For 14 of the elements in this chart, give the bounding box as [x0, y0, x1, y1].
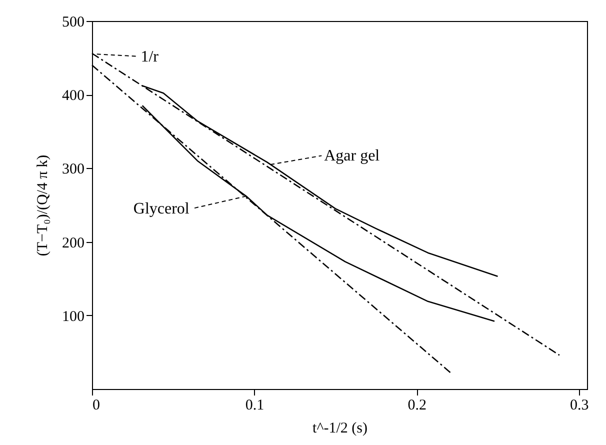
annotation: Glycerol	[133, 200, 190, 218]
x-tick-label: 0.3	[570, 398, 589, 414]
y-tick-label: 200	[62, 235, 84, 252]
y-axis-title: (T−T₀)/(Q/4 π k)	[35, 154, 51, 256]
x-axis-title: t^-1/2 (s)	[312, 420, 368, 436]
x-tick-label: 0	[92, 398, 100, 414]
x-tick-label: 0.2	[408, 398, 426, 414]
y-tick-label: 500	[62, 14, 84, 30]
annotation: Agar gel	[324, 148, 380, 165]
y-tick-label: 300	[62, 162, 84, 178]
y-tick-label: 400	[62, 88, 84, 104]
annotation: 1/r	[140, 48, 160, 66]
y-tick-label: 100	[62, 308, 84, 325]
x-tick-label: 0.1	[245, 398, 264, 414]
